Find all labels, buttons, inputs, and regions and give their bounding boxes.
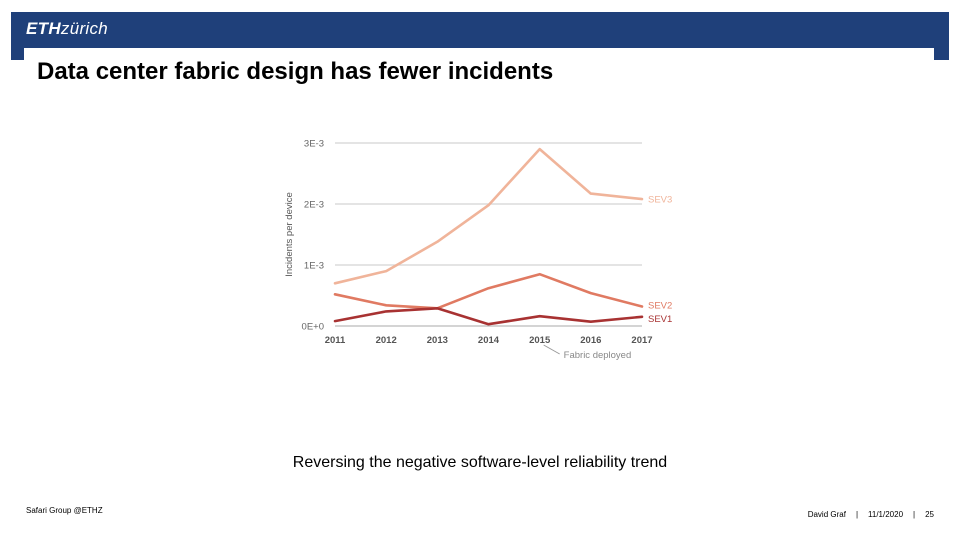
x-tick-label: 2016	[580, 335, 601, 346]
chart: 0E+0 1E-3 2E-3 3E-3 2011 2012 2013 2014 2015 2016…	[280, 128, 690, 368]
x-tick-label: 2015	[529, 335, 551, 346]
series-line-sev2	[333, 272, 644, 310]
x-tick-label: 2017	[631, 335, 652, 346]
footer-separator: |	[913, 510, 916, 519]
y-tick-label: 0E+0	[302, 322, 324, 333]
series-label-sev2: SEV2	[648, 300, 672, 311]
x-tick-label: 2013	[427, 335, 448, 346]
eth-logo: ETHzürich	[26, 19, 108, 39]
annotation-label: Fabric deployed	[564, 350, 632, 361]
footer-group-label: Safari Group @ETHZ	[26, 506, 103, 515]
slide-caption: Reversing the negative software-level re…	[292, 454, 668, 471]
series-line-sev1	[333, 307, 644, 326]
y-tick-label: 3E-3	[304, 139, 324, 150]
y-tick-label: 1E-3	[304, 261, 324, 272]
slide-title: Data center fabric design has fewer inci…	[37, 58, 554, 85]
logo-eth-text: ETH	[26, 19, 61, 38]
y-axis-label: Incidents per device	[284, 192, 295, 277]
x-tick-label: 2011	[325, 335, 346, 346]
footer-info: David Graf | 11/1/2020 | 25	[808, 510, 934, 519]
annotation-pointer	[543, 344, 560, 355]
footer-page-number: 25	[925, 510, 934, 519]
header-white-panel	[24, 48, 934, 88]
x-tick-label: 2014	[478, 335, 500, 346]
footer-presenter: David Graf	[807, 510, 846, 519]
x-tick-label: 2012	[376, 335, 397, 346]
logo-zurich-text: zürich	[60, 19, 109, 38]
series-line-sev3	[333, 147, 644, 285]
y-tick-label: 2E-3	[304, 200, 324, 211]
footer-date: 11/1/2020	[868, 510, 904, 519]
line-chart-svg: 0E+0 1E-3 2E-3 3E-3 2011 2012 2013 2014 2015 2016…	[284, 139, 672, 362]
footer-separator: |	[855, 510, 859, 519]
series-label-sev3: SEV3	[648, 195, 672, 206]
series-label-sev1: SEV1	[648, 314, 672, 325]
